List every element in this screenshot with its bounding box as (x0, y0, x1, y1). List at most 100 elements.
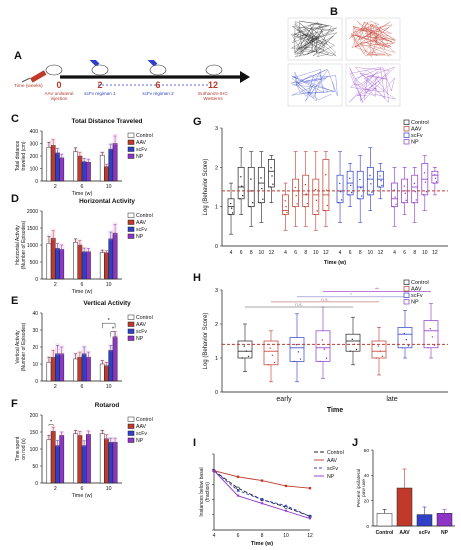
box-scfv-12-point (378, 186, 380, 188)
x-tick-label: 12 (432, 250, 438, 256)
box-control-10-box (257, 166, 265, 204)
y-tick-label: 10 (32, 362, 38, 368)
spread-shade (72, 146, 79, 153)
y-axis-label: Total distance (15, 140, 21, 171)
box-scfv-10-point (371, 191, 373, 193)
bar-aav (77, 155, 83, 182)
sig-label-1: n.s. (321, 298, 329, 303)
x-tick-label-late: late (386, 396, 397, 403)
chart-c-title: Total Distance Traveled (71, 118, 143, 125)
box-np-early-point (323, 348, 326, 350)
spread-shade (103, 433, 110, 440)
spread-shade (85, 350, 92, 359)
box-aav-10-point (314, 189, 317, 191)
legend-label-control: Control (327, 450, 344, 456)
mouse-icon-2 (91, 64, 109, 76)
point-np (284, 509, 288, 513)
bar-scfv (108, 238, 114, 280)
bar-scfv (81, 353, 87, 382)
box-control-late-point (355, 348, 358, 351)
box-np-4-point (395, 203, 397, 206)
box-aav-10-point (313, 213, 316, 216)
legend-label-scfv: scFv (136, 329, 147, 335)
mouse-icon-1 (45, 64, 63, 76)
x-axis-label: Time (w) (72, 493, 93, 499)
line-np (213, 470, 311, 520)
sig-bracket-2 (110, 331, 116, 337)
box-np-8-point (413, 182, 416, 185)
legend-label-control: Control (136, 213, 153, 219)
box-control-4-point (230, 202, 232, 205)
y-tick-label: 200 (30, 413, 39, 419)
x-axis-label: Time (w) (72, 191, 93, 197)
legend-swatch-aav (127, 321, 135, 327)
box-control-early-point (247, 355, 250, 357)
box-np-12-point (434, 177, 437, 180)
box-np-10-point (424, 181, 427, 183)
y-tick-label: 2 (215, 322, 218, 328)
box-np-8-point (412, 202, 415, 204)
spread-shade (81, 246, 87, 253)
point-scfv (260, 498, 264, 501)
y-tick-label: 40 (32, 311, 38, 317)
bar-scfv (55, 353, 60, 382)
box-aav-6-box (292, 178, 299, 208)
box-np-early-point (319, 360, 321, 363)
timeline-graphic (21, 60, 250, 86)
spread-shade (46, 234, 52, 245)
spread-shade (81, 344, 87, 356)
y-axis-label: Horizontal Activity (15, 225, 21, 265)
sig-bracket-1 (102, 322, 116, 329)
chart-h: 0 1 2 3 Log (Behavior Score) Time early late n.s… (203, 279, 448, 414)
trajectory-path-1 (348, 20, 396, 58)
x-tick-label-control: Control (376, 530, 394, 536)
y-tick-label: 400 (30, 129, 39, 135)
y-tick-label: 150 (30, 430, 39, 436)
legend-label-scfv: scFv (411, 133, 423, 139)
chart-c: 0 100 200 300 400 2 6 10 Time (w) Total distance t… (15, 129, 153, 197)
legend-swatch-aav (403, 286, 410, 292)
bar-control (46, 439, 52, 484)
timeline-arrowhead (240, 71, 250, 83)
chart-d-title: Horizontal Activity (79, 198, 135, 205)
x-tick-label: 6 (349, 250, 352, 256)
legend-swatch-scfv (403, 292, 410, 298)
box-np-8-point (415, 199, 417, 201)
point-scfv (308, 514, 312, 518)
bar-aav (104, 365, 109, 382)
spread-shade (46, 355, 52, 364)
box-np-12-point (433, 174, 436, 176)
trajectory-path-3 (349, 66, 396, 103)
box-np-12-point (432, 182, 435, 184)
timeline-week-6: 6 (155, 80, 161, 90)
y-axis-label-units: (fraction) (205, 482, 211, 502)
box-control-12-point (270, 167, 272, 169)
x-tick-label: 10 (106, 184, 112, 190)
y-tick-label: 60 (364, 448, 370, 454)
legend-swatch-control (127, 132, 135, 138)
spread-shade (46, 434, 52, 441)
box-control-8-point (250, 178, 252, 180)
box-np-late-point (427, 347, 429, 349)
mouse-icon-4 (205, 64, 223, 76)
box-aav-12-point (325, 189, 328, 191)
bar-scfv (416, 514, 433, 527)
legend-label-aav: AAV (411, 287, 422, 293)
legend-swatch-aav (127, 423, 135, 429)
bar-np (436, 513, 453, 527)
x-tick-label: 2 (54, 486, 57, 492)
x-tick-label: 10 (259, 250, 265, 256)
y-tick-label: 1000 (27, 243, 38, 249)
x-tick-label: 2 (54, 282, 57, 288)
box-scfv-8-box (356, 170, 364, 200)
bar-np (112, 336, 118, 382)
legend-swatch-control (403, 119, 410, 125)
spread-shade (59, 344, 65, 356)
box-control-10-point (259, 202, 261, 204)
point-aav (284, 484, 288, 488)
spread-shade (72, 237, 79, 243)
panel-letter-g: G (193, 116, 202, 128)
chart-f: 0 50 100 150 200 2 6 10 Time (w) Time spent on rod… (15, 413, 153, 499)
bar-np (112, 441, 118, 484)
box-aav-12-point (323, 209, 326, 212)
